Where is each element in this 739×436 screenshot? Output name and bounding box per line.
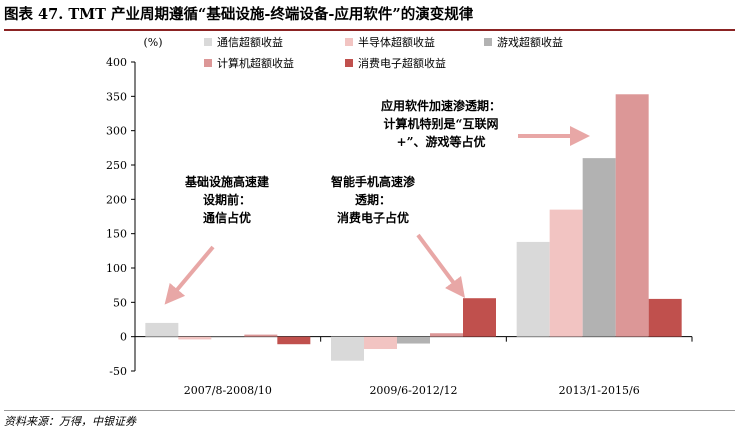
annotation-text: 智能手机高速渗 <box>330 174 416 189</box>
y-tick-label: 200 <box>106 193 127 206</box>
bar-5-1 <box>277 336 311 345</box>
legend-label: 半导体超额收益 <box>358 35 435 49</box>
bar-2-2 <box>364 336 397 350</box>
y-tick-label: 300 <box>106 125 127 138</box>
tmt-excess-return-bar-chart: (%) -50 0 50 100 150 200 250 300 350 400 2007/8-200… <box>106 35 693 397</box>
annotation-text: 基础设施高速建 <box>184 174 270 189</box>
legend-swatch <box>204 38 212 46</box>
bar-5-2 <box>463 298 496 337</box>
legend-label: 消费电子超额收益 <box>358 56 446 70</box>
annotation-text: 消费电子占优 <box>337 210 409 225</box>
bar-3-1 <box>211 336 245 338</box>
bar-3-2 <box>397 336 430 344</box>
legend-swatch <box>204 59 212 67</box>
bar-2-1 <box>178 336 212 340</box>
bar-1-3 <box>516 241 550 337</box>
legend-label: 计算机超额收益 <box>217 56 294 70</box>
annotation-text: 计算机特别是“互联网 <box>384 116 499 131</box>
annotation-text: 设期前： <box>203 192 251 207</box>
legend-swatch <box>345 59 353 67</box>
y-tick-label: 250 <box>106 159 127 172</box>
annotation-text: +”、游戏等占优 <box>397 134 486 149</box>
y-tick-label: 100 <box>106 262 127 275</box>
x-category-label: 2013/1-2015/6 <box>559 384 640 397</box>
bar-3-3 <box>582 158 616 337</box>
bar-1-1 <box>145 322 179 337</box>
annotation-arrow <box>416 233 465 299</box>
chart-title: 图表 47. TMT 产业周期遵循“基础设施-终端设备-应用软件”的演变规律 <box>4 3 735 31</box>
legend-label: 通信超额收益 <box>217 35 283 49</box>
legend-swatch <box>345 38 353 46</box>
y-tick-label: -50 <box>109 365 127 378</box>
y-tick-label: 350 <box>106 90 127 103</box>
y-axis-unit: (%) <box>143 36 162 49</box>
y-tick-label: 150 <box>106 228 127 241</box>
legend-swatch <box>484 38 492 46</box>
y-tick-label: 400 <box>106 56 127 69</box>
axes-layer: (%) -50 0 50 100 150 200 250 300 350 400 2007/8-200… <box>106 36 693 397</box>
source-note: 资料来源：万得，中银证券 <box>4 410 735 435</box>
annotation-text: 应用软件加速渗透期： <box>381 98 501 113</box>
bar-4-3 <box>615 94 649 337</box>
bar-4-2 <box>430 333 463 337</box>
annotation-text: 通信占优 <box>203 210 251 225</box>
bar-1-2 <box>331 336 364 361</box>
annotation-text: 透期： <box>355 192 391 207</box>
annotation-arrow <box>164 245 215 305</box>
x-category-label: 2007/8-2008/10 <box>184 384 272 397</box>
bar-4-1 <box>244 334 278 337</box>
y-tick-label: 0 <box>120 331 127 344</box>
y-tick-label: 50 <box>113 296 127 309</box>
bar-2-3 <box>549 209 583 337</box>
x-category-label: 2009/6-2012/12 <box>369 384 457 397</box>
bar-5-3 <box>648 298 682 337</box>
bars-layer <box>145 94 682 361</box>
legend-label: 游戏超额收益 <box>497 35 563 49</box>
